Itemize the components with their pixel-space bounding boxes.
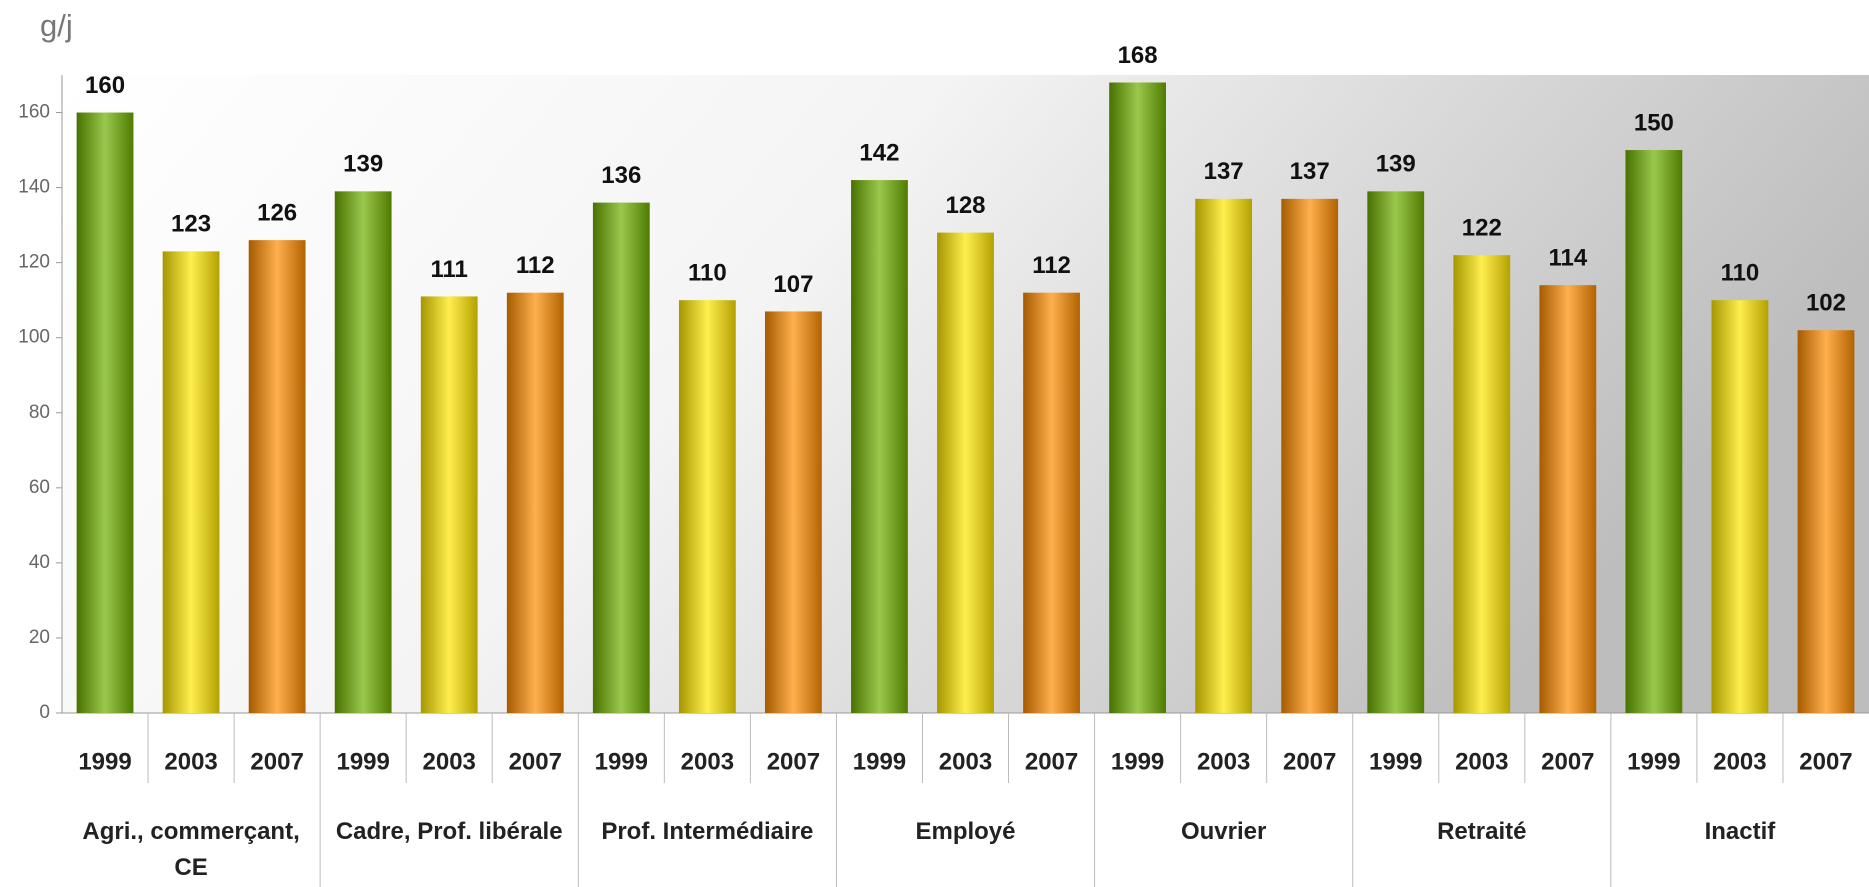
- bar: [420, 296, 478, 713]
- y-tick-label: 120: [18, 252, 50, 273]
- category-label: Agri., commerçant, CE: [82, 818, 300, 881]
- bar: [506, 292, 564, 713]
- value-label: 137: [1290, 158, 1330, 185]
- year-label: 2003: [939, 748, 992, 775]
- year-label: 2007: [1283, 748, 1336, 775]
- bar: [1625, 150, 1683, 713]
- bar: [1195, 198, 1253, 714]
- y-tick-label: 140: [18, 177, 50, 198]
- year-label: 2007: [1541, 748, 1594, 775]
- value-label: 112: [1032, 252, 1071, 279]
- bar: [248, 240, 306, 714]
- category-label: Retraité: [1437, 818, 1527, 845]
- category-label: Employé: [915, 818, 1016, 845]
- year-label: 2007: [1799, 748, 1852, 775]
- year-label: 2003: [1197, 748, 1250, 775]
- year-label: 1999: [1111, 748, 1164, 775]
- bar: [76, 112, 134, 713]
- year-label: 2007: [509, 748, 562, 775]
- value-label: 110: [688, 260, 727, 287]
- year-label: 2003: [164, 748, 217, 775]
- value-label: 137: [1204, 158, 1244, 185]
- value-label: 142: [859, 139, 899, 166]
- year-label: 2003: [1455, 748, 1508, 775]
- year-label: 1999: [1627, 748, 1680, 775]
- bar: [678, 300, 736, 713]
- category-label: Prof. Intermédiaire: [601, 818, 814, 845]
- value-label: 150: [1634, 109, 1674, 136]
- y-axis-label: g/j: [40, 8, 73, 43]
- y-tick-label: 80: [29, 402, 50, 423]
- bar: [1109, 82, 1166, 714]
- year-label: 1999: [595, 748, 648, 775]
- bar: [1711, 300, 1769, 713]
- y-tick-label: 100: [18, 327, 50, 348]
- year-label: 2003: [681, 748, 734, 775]
- value-label: 136: [601, 162, 641, 189]
- year-label: 2007: [1025, 748, 1078, 775]
- year-label: 1999: [336, 748, 389, 775]
- value-label: 123: [171, 211, 211, 238]
- value-label: 168: [1118, 42, 1158, 69]
- bar: [851, 180, 908, 714]
- value-label: 107: [773, 271, 813, 298]
- category-label: Inactif: [1704, 818, 1776, 845]
- value-label: 122: [1462, 214, 1502, 241]
- value-label: 102: [1806, 290, 1846, 317]
- bar: [1539, 285, 1597, 713]
- value-label: 160: [85, 72, 125, 99]
- y-tick-label: 40: [29, 552, 50, 573]
- bar: [162, 251, 220, 713]
- year-label: 2003: [1713, 748, 1766, 775]
- bar: [1023, 292, 1080, 713]
- bar: [1797, 330, 1855, 713]
- bar: [1453, 255, 1511, 713]
- value-label: 114: [1548, 245, 1587, 272]
- y-tick-label: 160: [18, 102, 50, 123]
- value-label: 139: [1376, 151, 1416, 178]
- bar: [334, 191, 392, 713]
- year-label: 1999: [78, 748, 131, 775]
- y-tick-label: 60: [29, 477, 50, 498]
- value-label: 110: [1721, 260, 1760, 287]
- category-label: Ouvrier: [1180, 818, 1267, 845]
- year-label: 2007: [250, 748, 303, 775]
- y-tick-label: 0: [39, 702, 50, 723]
- bar: [1367, 191, 1425, 713]
- value-label: 112: [516, 252, 555, 279]
- y-tick-label: 20: [29, 627, 50, 648]
- year-label: 2007: [767, 748, 820, 775]
- value-label: 111: [431, 256, 468, 283]
- category-label: Cadre, Prof. libérale: [335, 818, 563, 845]
- value-label: 128: [945, 192, 985, 219]
- year-label: 1999: [1369, 748, 1422, 775]
- year-label: 1999: [853, 748, 906, 775]
- value-label: 126: [257, 199, 297, 226]
- year-label: 2003: [423, 748, 476, 775]
- bar: [592, 202, 650, 713]
- bar: [765, 311, 822, 713]
- value-label: 139: [343, 151, 383, 178]
- bar: [937, 232, 994, 713]
- bar: [1281, 198, 1339, 714]
